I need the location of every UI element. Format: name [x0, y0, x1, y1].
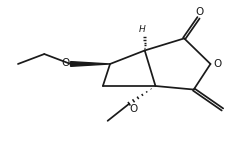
Text: O: O [214, 59, 222, 69]
Polygon shape [71, 62, 110, 66]
Text: O: O [195, 7, 203, 17]
Text: O: O [130, 104, 138, 114]
Text: H: H [138, 25, 145, 34]
Text: O: O [62, 58, 70, 68]
